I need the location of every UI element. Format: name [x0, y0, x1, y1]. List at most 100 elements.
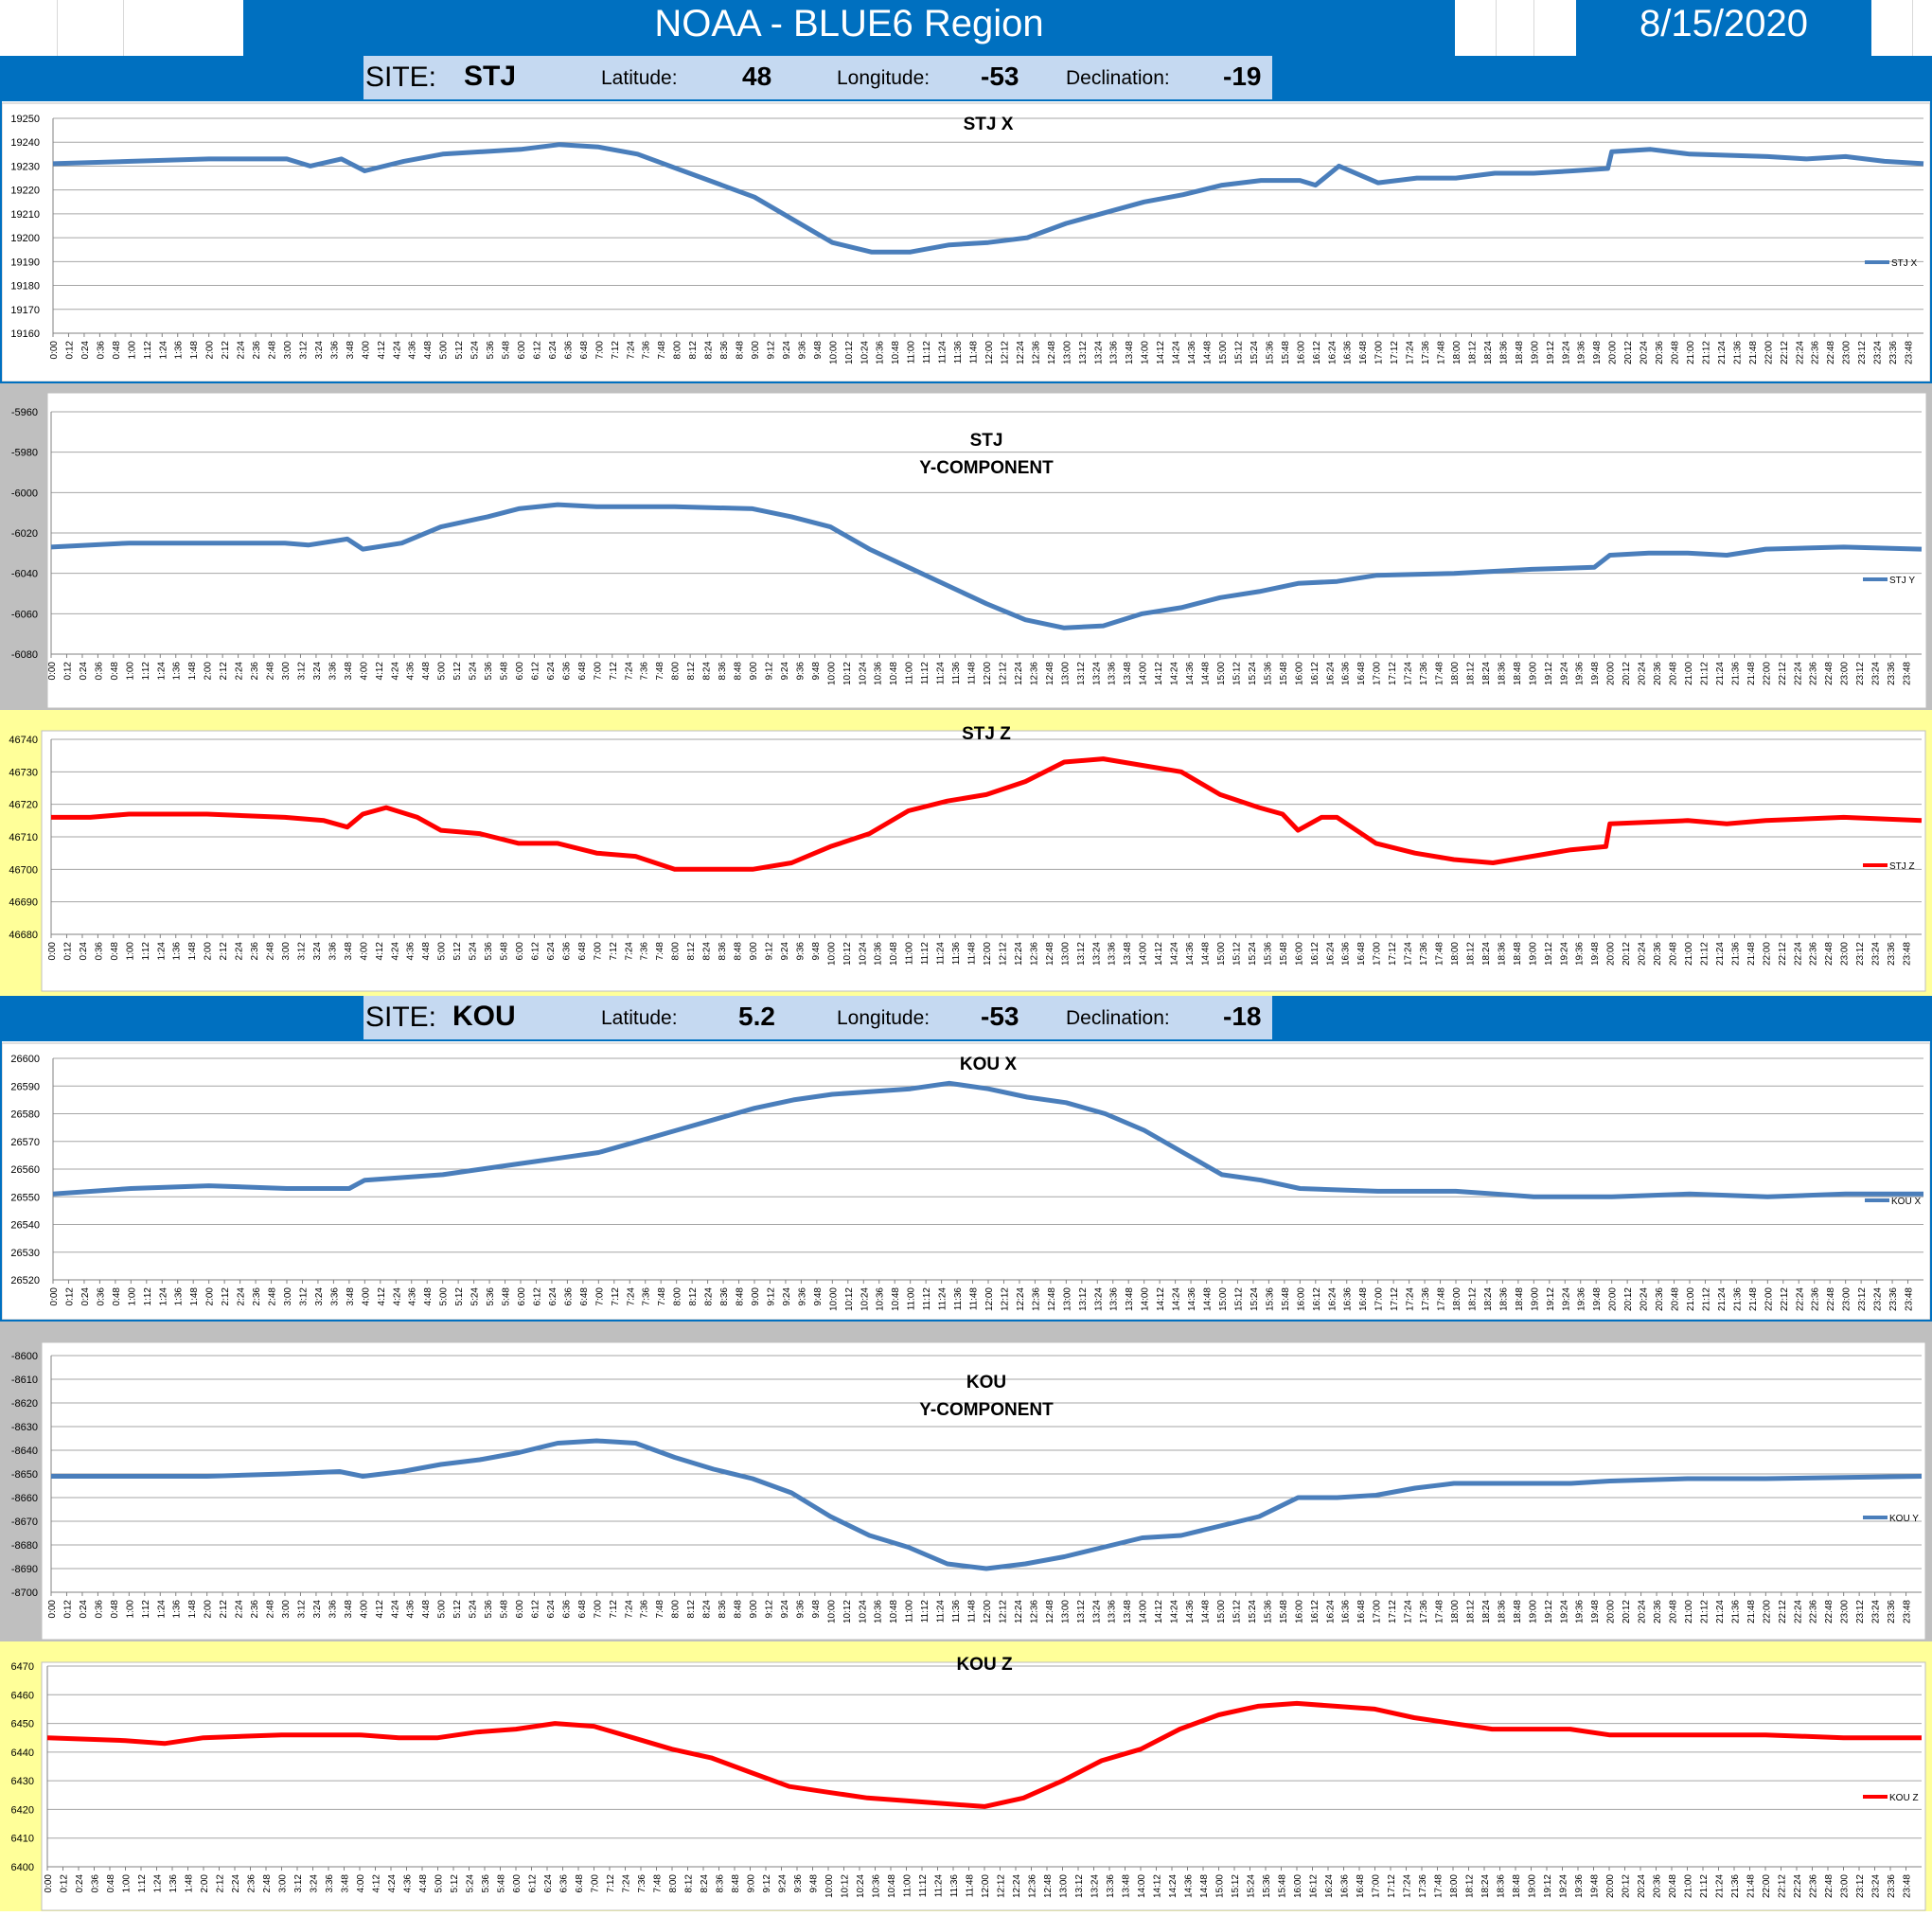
x-tick-label: 0:00 [44, 1874, 54, 1893]
site-info-stj: SITE: STJ Latitude: 48 Longitude: -53 De… [363, 56, 1272, 99]
x-tick-label: 6:48 [577, 1600, 588, 1619]
x-tick-label: 1:36 [174, 341, 185, 360]
x-tick-label: 21:24 [1715, 662, 1726, 685]
chart-title: STJ [970, 431, 1003, 451]
chart-frame [41, 1661, 1926, 1911]
x-tick-label: 16:24 [1324, 1874, 1335, 1898]
x-tick-label: 13:36 [1106, 1874, 1116, 1898]
x-tick-label: 21:12 [1699, 942, 1710, 966]
x-tick-label: 10:00 [826, 662, 837, 685]
x-tick-label: 14:24 [1170, 942, 1180, 966]
x-tick-label: 4:48 [418, 1874, 429, 1893]
x-tick-label: 16:48 [1356, 1600, 1367, 1623]
y-tick-label: 26580 [10, 1109, 40, 1121]
x-tick-label: 16:12 [1310, 942, 1320, 966]
x-tick-label: 7:12 [606, 1874, 616, 1893]
sheet-gridline [123, 0, 124, 57]
x-tick-label: 23:36 [1887, 1874, 1897, 1898]
y-tick-label: 6460 [11, 1690, 34, 1701]
x-tick-label: 0:48 [112, 341, 122, 360]
x-tick-label: 5:36 [484, 662, 494, 681]
x-tick-label: 9:24 [778, 1874, 789, 1893]
x-tick-label: 19:36 [1577, 1287, 1587, 1311]
x-tick-label: 1:48 [185, 1874, 195, 1893]
x-tick-label: 21:48 [1748, 341, 1759, 364]
x-tick-label: 16:24 [1327, 341, 1338, 364]
x-tick-label: 20:12 [1622, 662, 1632, 685]
x-tick-label: 3:24 [314, 341, 325, 360]
x-tick-label: 0:12 [60, 1874, 70, 1893]
x-tick-label: 16:36 [1341, 942, 1352, 966]
y-tick-label: -5960 [11, 407, 38, 418]
x-tick-label: 2:48 [266, 1600, 276, 1619]
x-tick-label: 8:00 [668, 1874, 679, 1893]
x-tick-label: 1:24 [153, 1874, 164, 1893]
x-tick-label: 4:12 [375, 1600, 385, 1619]
x-tick-label: 12:24 [1016, 1287, 1026, 1311]
x-tick-label: 13:48 [1123, 1600, 1133, 1623]
legend-label: STJ Y [1889, 576, 1915, 586]
x-tick-label: 18:12 [1465, 662, 1476, 685]
x-tick-label: 0:48 [110, 662, 120, 681]
x-tick-label: 1:00 [125, 662, 135, 681]
x-tick-label: 1:48 [187, 1600, 198, 1619]
x-tick-label: 16:12 [1310, 662, 1320, 685]
x-tick-label: 7:24 [624, 942, 634, 961]
x-tick-label: 20:36 [1653, 1600, 1663, 1623]
x-tick-label: 20:12 [1623, 1287, 1634, 1311]
x-tick-label: 13:36 [1108, 942, 1118, 966]
x-tick-label: 7:24 [624, 662, 634, 681]
x-tick-label: 3:00 [281, 1600, 292, 1619]
x-tick-label: 10:12 [842, 1600, 853, 1623]
x-tick-label: 6:24 [546, 942, 557, 961]
x-tick-label: 7:36 [640, 942, 650, 961]
x-tick-label: 6:12 [528, 1874, 539, 1893]
x-tick-label: 23:12 [1857, 1287, 1868, 1311]
x-tick-label: 16:36 [1343, 1287, 1354, 1311]
x-tick-label: 22:36 [1811, 341, 1821, 364]
x-tick-label: 19:24 [1561, 341, 1571, 364]
x-tick-label: 5:00 [437, 942, 448, 961]
x-tick-label: 11:48 [969, 341, 980, 364]
chart-panel-kou-y: -8700 -8690 -8680 -8670 -8660 -8650 -8640 -8630… [0, 1322, 1932, 1641]
series-line [46, 1700, 1922, 1809]
x-tick-label: 0:36 [94, 662, 104, 681]
x-tick-label: 17:12 [1388, 662, 1398, 685]
x-tick-label: 17:24 [1406, 1287, 1416, 1311]
x-tick-label: 17:24 [1404, 1600, 1414, 1623]
x-tick-label: 8:36 [716, 1874, 726, 1893]
x-tick-label: 17:48 [1437, 1287, 1447, 1311]
x-tick-label: 13:12 [1074, 1874, 1085, 1898]
x-tick-label: 14:00 [1139, 942, 1149, 966]
x-tick-label: 8:24 [704, 341, 715, 360]
x-tick-label: 15:00 [1215, 1874, 1226, 1898]
x-tick-label: 2:12 [221, 1287, 231, 1306]
x-tick-label: 6:00 [515, 942, 525, 961]
x-tick-label: 12:48 [1047, 341, 1057, 364]
x-tick-label: 18:24 [1481, 1600, 1492, 1623]
x-tick-label: 14:24 [1170, 662, 1180, 685]
x-tick-label: 9:12 [762, 1874, 772, 1893]
x-tick-label: 19:36 [1574, 1874, 1585, 1898]
x-tick-label: 15:48 [1279, 1600, 1289, 1623]
x-tick-label: 4:36 [406, 942, 417, 961]
x-tick-label: 1:00 [127, 341, 137, 360]
x-tick-label: 7:48 [655, 662, 665, 681]
x-tick-label: 2:36 [250, 942, 260, 961]
x-tick-label: 0:48 [112, 1287, 122, 1306]
x-tick-label: 9:36 [797, 341, 807, 360]
y-tick-label: 6420 [11, 1804, 34, 1816]
x-tick-label: 20:00 [1606, 942, 1617, 966]
x-tick-label: 4:36 [406, 662, 417, 681]
x-tick-label: 10:12 [842, 662, 853, 685]
x-tick-label: 10:48 [889, 1600, 899, 1623]
x-tick-label: 23:24 [1871, 942, 1882, 966]
x-tick-label: 5:36 [486, 1287, 496, 1306]
x-tick-label: 5:12 [452, 662, 463, 681]
x-tick-label: 21:48 [1746, 1874, 1757, 1898]
x-tick-label: 10:36 [872, 1874, 882, 1898]
x-tick-label: 16:36 [1343, 341, 1354, 364]
y-tick-label: 19240 [10, 137, 40, 149]
x-tick-label: 2:12 [221, 341, 231, 360]
y-tick-label: 19200 [10, 233, 40, 244]
